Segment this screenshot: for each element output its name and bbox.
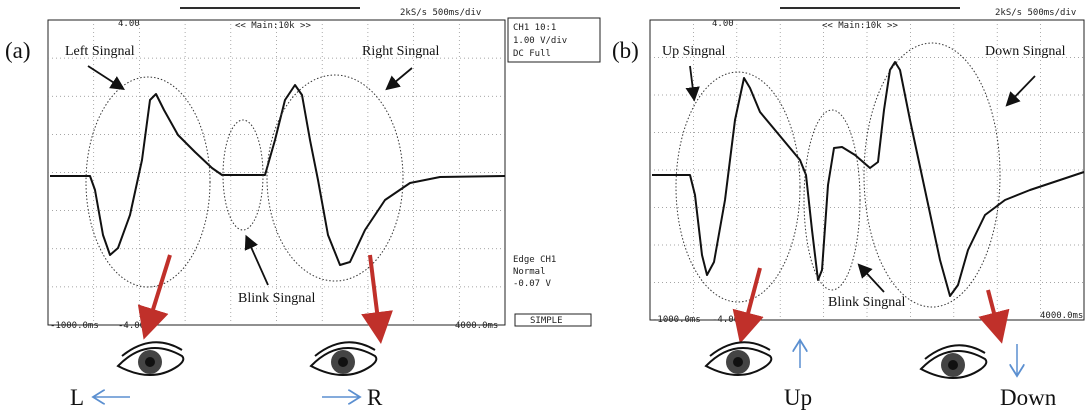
trigger: Edge CH1 xyxy=(513,255,556,265)
eye-icon xyxy=(921,345,986,378)
bottom-scale: -4.00 xyxy=(118,321,145,331)
eye-icon xyxy=(311,342,376,375)
pointer xyxy=(247,238,268,285)
red-arrow xyxy=(742,268,760,336)
x-start: -1000.0ms xyxy=(50,321,99,331)
pointer xyxy=(690,66,694,98)
annotation: Right Singnal xyxy=(362,44,440,59)
setting: 1.00 V/div xyxy=(513,36,567,46)
annotation: Up Singnal xyxy=(662,44,726,59)
direction-label: Down xyxy=(1000,385,1057,410)
annotation: Down Singnal xyxy=(985,44,1066,59)
eye-icon xyxy=(118,342,183,375)
pointer xyxy=(1008,76,1035,104)
eye-icon xyxy=(706,342,771,375)
timebase: << Main:10k >> xyxy=(235,21,311,31)
rate: 2kS/s 500ms/div xyxy=(400,8,481,18)
setting: DC Full xyxy=(513,49,551,59)
direction-label: R xyxy=(367,385,383,410)
figure: (a) 4.00 << Main:10k >> 2kS/s 500ms/div … xyxy=(0,0,1085,416)
region xyxy=(804,110,860,290)
panel-label: (a) xyxy=(5,38,31,63)
direction-label: L xyxy=(70,385,84,410)
trigger: -0.07 V xyxy=(513,279,552,289)
mode: SIMPLE xyxy=(530,316,563,326)
waveform xyxy=(652,62,1084,296)
panel-b: (b) 4.00 << Main:10k >> 2kS/s 500ms/div … xyxy=(612,8,1084,410)
red-arrow xyxy=(370,255,380,336)
x-end: 4000.0ms xyxy=(1040,311,1083,321)
setting: CH1 10:1 xyxy=(513,23,556,33)
direction-label: Up xyxy=(784,385,812,410)
bottom-scale: -4.00 xyxy=(712,315,739,325)
annotation: Blink Singnal xyxy=(238,291,316,306)
panel-a: (a) 4.00 << Main:10k >> 2kS/s 500ms/div … xyxy=(5,8,600,410)
timebase: << Main:10k >> xyxy=(822,21,898,31)
rate: 2kS/s 500ms/div xyxy=(995,8,1076,18)
pointer xyxy=(388,68,412,88)
red-arrow xyxy=(146,255,170,332)
panel-label: (b) xyxy=(612,38,639,63)
red-arrow xyxy=(988,290,1000,336)
top-scale: 4.00 xyxy=(118,19,140,29)
top-scale: 4.00 xyxy=(712,19,734,29)
x-end: 4000.0ms xyxy=(455,321,498,331)
annotation: Left Singnal xyxy=(65,44,135,59)
annotation: Blink Singnal xyxy=(828,295,906,310)
x-start: -1000.0ms xyxy=(652,315,701,325)
pointer xyxy=(88,66,122,88)
pointer xyxy=(860,266,884,292)
region xyxy=(864,43,1000,307)
waveform xyxy=(50,85,505,265)
trigger: Normal xyxy=(513,267,546,277)
